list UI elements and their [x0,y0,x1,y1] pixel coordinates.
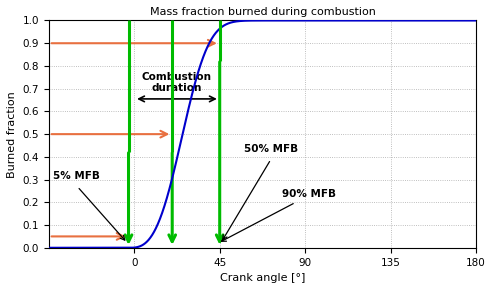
Title: Mass fraction burned during combustion: Mass fraction burned during combustion [149,7,375,17]
Y-axis label: Burned fraction: Burned fraction [7,91,17,177]
Text: 90% MFB: 90% MFB [282,189,336,199]
X-axis label: Crank angle [°]: Crank angle [°] [220,273,305,283]
Text: Combustion
duration: Combustion duration [142,72,212,93]
Text: 50% MFB: 50% MFB [245,144,299,154]
Text: 5% MFB: 5% MFB [53,171,100,181]
